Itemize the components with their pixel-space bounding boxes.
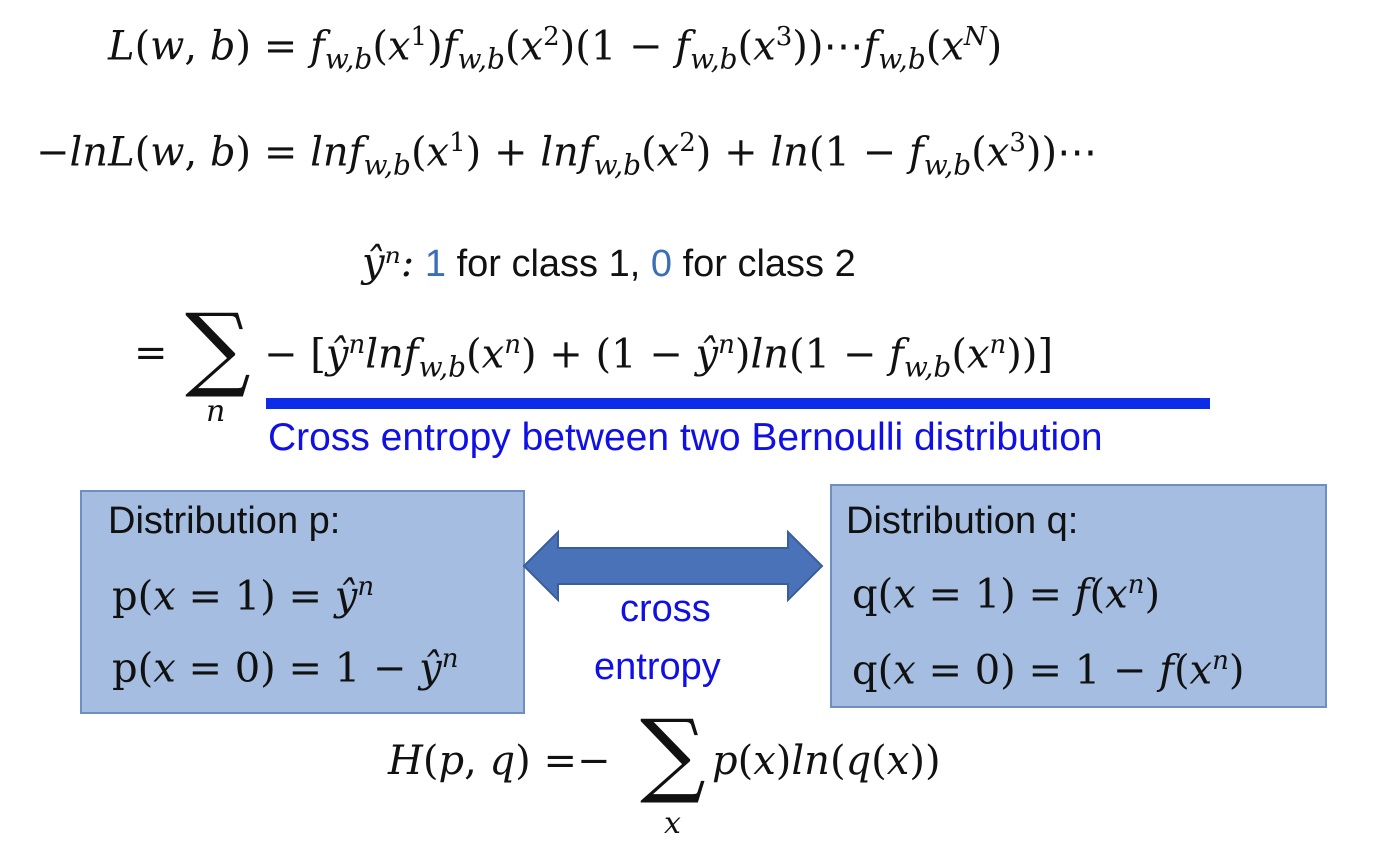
distribution-q-box: Distribution q: q(x = 1) = f(xn) q(x = 0… xyxy=(830,484,1327,708)
distribution-p-box: Distribution p: p(x = 1) = ŷn p(x = 0) =… xyxy=(80,490,525,714)
entropy-lhs: H(p, q) =− xyxy=(388,738,611,784)
sum-index-n: n xyxy=(206,394,226,429)
sum-equals: = xyxy=(134,330,168,376)
distribution-q-title: Distribution q: xyxy=(846,500,1079,542)
class2-digit: 0 xyxy=(650,243,672,285)
entropy-sum-symbol: ∑ xyxy=(640,700,706,807)
double-arrow-icon xyxy=(522,529,824,603)
distribution-p-line2: p(x = 0) = 1 − ŷn xyxy=(112,644,459,692)
entropy-sum-index-x: x xyxy=(664,806,681,841)
distribution-q-line2: q(x = 0) = 1 − f(xn) xyxy=(852,646,1245,694)
sum-symbol: ∑ xyxy=(185,294,251,401)
distribution-p-line1: p(x = 1) = ŷn xyxy=(112,572,375,620)
cross-entropy-sum-body: − [ŷnlnfw,b(xn) + (1 − ŷn)ln(1 − fw,b(xn… xyxy=(264,330,1054,384)
distribution-q-line1: q(x = 1) = f(xn) xyxy=(852,570,1161,618)
class2-text: for class 2 xyxy=(682,243,856,285)
label-definition: ŷⁿ: 1 for class 1, 0 for class 2 xyxy=(362,240,856,286)
yhat-label: ŷⁿ: xyxy=(362,240,415,286)
cross-entropy-caption: Cross entropy between two Bernoulli dist… xyxy=(268,416,1103,459)
cross-entropy-underline xyxy=(266,398,1210,409)
arrow-label-entropy: entropy xyxy=(594,646,721,688)
distribution-p-title: Distribution p: xyxy=(108,500,341,542)
arrow-label-cross: cross xyxy=(620,588,711,630)
neg-log-likelihood-equation: −lnL(w, b) = lnfw,b(x1) + lnfw,b(x2) + l… xyxy=(36,128,1098,182)
likelihood-equation: L(w, b) = fw,b(x1)fw,b(x2)(1 − fw,b(x3))… xyxy=(108,22,1003,76)
entropy-rhs: p(x)ln(q(x)) xyxy=(712,738,941,784)
class1-text: for class 1, xyxy=(456,243,641,285)
class1-digit: 1 xyxy=(424,243,446,285)
